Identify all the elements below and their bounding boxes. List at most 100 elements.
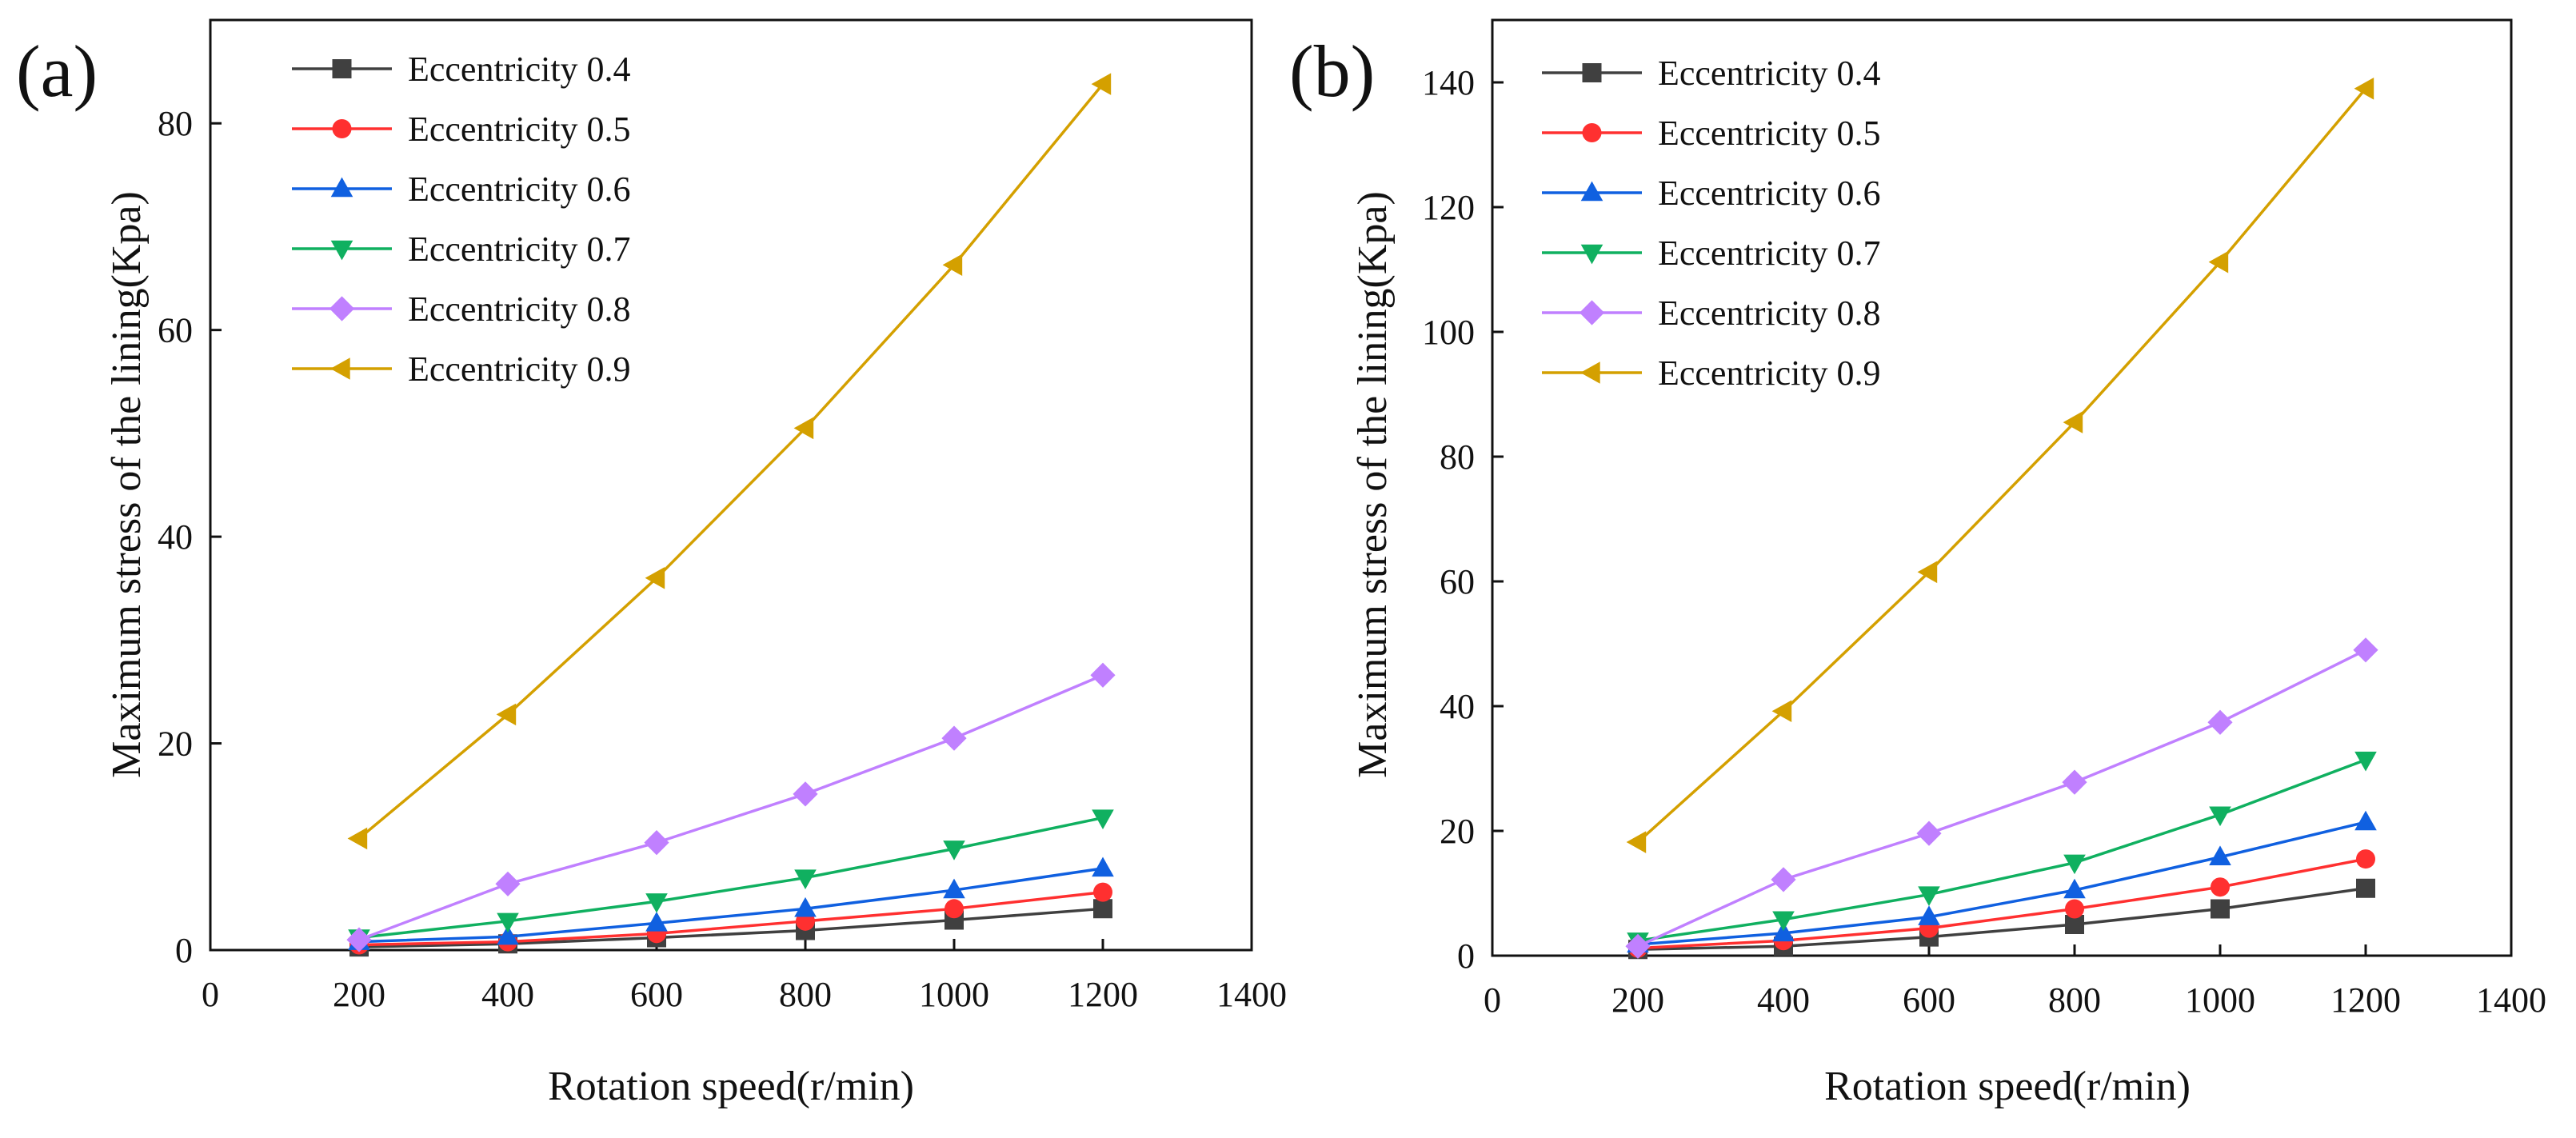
legend-label: Eccentricity 0.5 <box>408 110 631 149</box>
data-point <box>2209 806 2231 827</box>
data-point <box>645 912 668 932</box>
series-line <box>1637 758 2366 943</box>
legend-label: Eccentricity 0.9 <box>408 349 631 389</box>
data-point <box>1918 905 1940 925</box>
legend-label: Eccentricity 0.6 <box>408 170 631 209</box>
legend-marker <box>1579 300 1605 325</box>
data-point <box>2065 899 2084 919</box>
data-point <box>1092 856 1114 877</box>
y-axis-title: Maximum stress of the lining(Kpa) <box>1350 191 1396 778</box>
chart-panel-b: 0 200 400 600 800 1000 1200 1400 0 20 40 60 80 100 120… <box>1289 18 2546 1109</box>
data-point <box>793 417 814 440</box>
series-line <box>358 867 1104 944</box>
data-point <box>2356 849 2375 869</box>
x-tick-label: 600 <box>630 975 683 1014</box>
data-point <box>497 912 519 933</box>
x-axis-title: Rotation speed(r/min) <box>548 1064 914 1109</box>
data-point <box>941 725 967 751</box>
series-eccentricity-0-9 <box>1626 78 2374 853</box>
series-line <box>1637 821 2366 946</box>
data-point <box>2063 411 2083 433</box>
data-point <box>1916 821 1942 846</box>
data-point <box>794 869 817 889</box>
x-tick-label: 0 <box>202 975 219 1014</box>
legend-marker <box>1580 244 1604 265</box>
legend-marker <box>1580 181 1604 202</box>
legend-label: Eccentricity 0.4 <box>408 50 631 89</box>
data-point <box>1772 911 1795 932</box>
legend-marker <box>1582 63 1602 82</box>
series-line <box>357 83 1104 840</box>
data-point <box>2211 899 2230 919</box>
legend-entry: Eccentricity 0.5 <box>1542 114 1881 153</box>
legend-marker <box>330 357 350 380</box>
series-eccentricity-0-8 <box>1625 637 2378 959</box>
chart-panel-a: 0 200 400 600 800 1000 1200 1400 0 20 40 60 80 (a) Rot… <box>16 18 1287 1109</box>
legend-entry: Eccentricity 0.6 <box>1542 174 1881 213</box>
legend-label: Eccentricity 0.7 <box>408 230 631 269</box>
data-point <box>2208 250 2229 274</box>
data-point <box>943 878 965 899</box>
data-point <box>793 781 818 807</box>
data-point <box>2211 877 2230 897</box>
panel-label: (b) <box>1289 30 1375 112</box>
legend-entry: Eccentricity 0.7 <box>292 230 631 269</box>
legend-entry: Eccentricity 0.9 <box>1542 353 1881 393</box>
x-tick-label: 1400 <box>2476 980 2546 1020</box>
legend-entry: Eccentricity 0.4 <box>292 50 631 89</box>
y-tick-label: 40 <box>1440 687 1475 726</box>
data-point <box>2354 810 2377 831</box>
series-eccentricity-0-7 <box>1627 751 2377 952</box>
legend-marker <box>330 177 353 198</box>
data-point <box>2354 751 2377 772</box>
data-point <box>2065 915 2084 934</box>
series-eccentricity-0-8 <box>346 662 1116 952</box>
data-point <box>794 896 817 917</box>
data-point <box>1092 809 1114 829</box>
data-point <box>1918 886 1940 906</box>
legend-entry: Eccentricity 0.7 <box>1542 234 1881 273</box>
legend-marker <box>330 240 353 261</box>
data-point <box>1771 867 1796 892</box>
legend-label: Eccentricity 0.6 <box>1658 174 1881 213</box>
plot-frame <box>209 18 1253 952</box>
legend-label: Eccentricity 0.8 <box>1658 293 1881 333</box>
panel-label: (a) <box>16 30 98 112</box>
data-point <box>496 703 517 726</box>
plot-frame <box>1491 18 2513 957</box>
data-point <box>1090 662 1116 688</box>
legend-entry: Eccentricity 0.6 <box>292 170 631 209</box>
data-point <box>2353 637 2378 663</box>
data-point <box>2209 845 2231 865</box>
x-tick-label: 0 <box>1484 980 1501 1020</box>
y-tick-label: 0 <box>175 931 193 970</box>
legend-entry: Eccentricity 0.5 <box>292 110 631 149</box>
legend-entry: Eccentricity 0.4 <box>1542 54 1881 93</box>
legend-marker <box>332 119 352 138</box>
x-tick-label: 800 <box>2048 980 2101 1020</box>
x-tick-label: 1400 <box>1216 975 1287 1014</box>
data-point <box>943 841 965 860</box>
data-point <box>1772 921 1795 942</box>
data-point <box>1771 700 1792 723</box>
legend-marker <box>1582 123 1602 142</box>
legend-label: Eccentricity 0.4 <box>1658 54 1881 93</box>
y-tick-label: 0 <box>1457 936 1475 976</box>
data-point <box>2354 78 2374 100</box>
data-point <box>1091 73 1112 95</box>
data-point <box>942 254 963 277</box>
y-tick-label: 20 <box>158 725 193 764</box>
series-line <box>358 890 1104 947</box>
series-eccentricity-0-9 <box>347 73 1112 850</box>
data-point <box>2063 878 2086 899</box>
x-tick-label: 1000 <box>2185 980 2255 1020</box>
y-tick-label: 120 <box>1422 188 1475 227</box>
legend-entry: Eccentricity 0.8 <box>1542 293 1881 333</box>
legend-marker <box>329 296 355 321</box>
y-tick-label: 60 <box>158 311 193 350</box>
data-point <box>2207 709 2233 735</box>
legend-label: Eccentricity 0.9 <box>1658 353 1881 393</box>
y-tick-label: 140 <box>1422 63 1475 102</box>
series-line <box>358 907 1104 948</box>
data-point <box>495 871 521 896</box>
